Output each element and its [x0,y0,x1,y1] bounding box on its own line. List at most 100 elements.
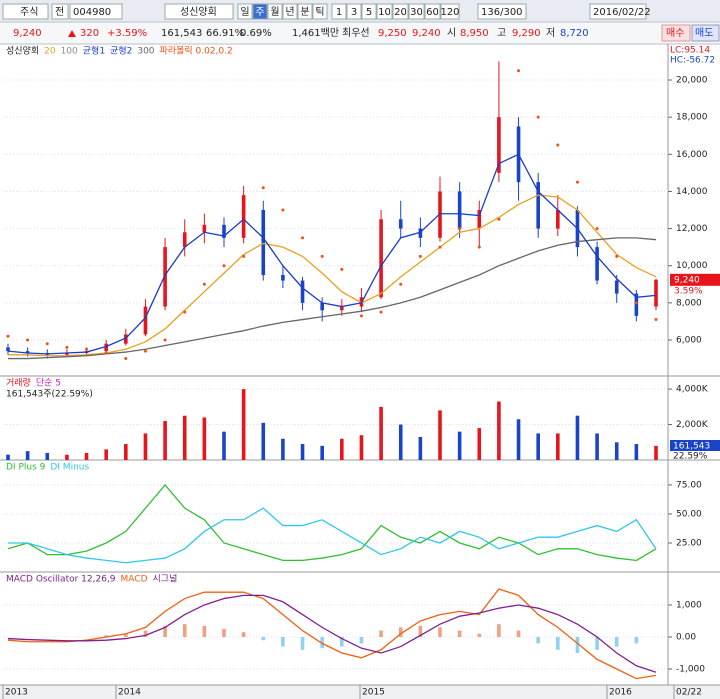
legend-entry: DI Minus [50,463,89,473]
period-label[interactable]: 월 [270,6,279,18]
volume-bar [281,438,285,460]
corner-label: LC:95.14 [670,46,710,56]
sar-dot [634,301,638,305]
candle-body [438,191,442,238]
period-label[interactable]: 일 [240,6,249,18]
oscillator-bar [143,630,148,637]
sar-dot [399,282,403,286]
date-input[interactable] [589,3,647,20]
candle-body [124,334,128,344]
up-arrow [68,30,76,37]
legend-entry: MACD Oscillator 12,26,9 [6,575,116,585]
code: 004980 [73,7,111,18]
candle-body [163,247,167,307]
period-button[interactable] [361,3,377,20]
period-button[interactable] [267,3,283,20]
candle-body [300,280,305,303]
low: 8,720 [560,28,589,39]
oscillator-bar [379,630,383,637]
code-input[interactable] [69,3,123,20]
period-label[interactable]: 120 [440,7,459,18]
sar-dot [477,245,481,249]
period-button[interactable] [312,3,328,20]
sell-button[interactable] [691,24,720,42]
oscillator-bar [320,636,324,649]
candle-body [104,343,108,352]
series-line [8,194,657,357]
volume-bar [438,410,442,460]
period-button[interactable] [297,3,313,20]
stock-name: 성신양회 [180,6,217,18]
period-label[interactable]: 5 [366,7,372,18]
oscillator-bar [163,625,167,637]
sell[interactable]: 매도 [695,27,713,39]
y-tick-label: 2,000K [676,420,709,430]
period-button[interactable] [331,3,347,20]
period-button[interactable] [346,3,362,20]
period-button[interactable] [252,3,268,20]
candle-body [340,306,344,311]
market-select[interactable] [2,3,49,20]
period-button[interactable] [440,3,460,20]
sar-dot [438,245,442,249]
period-label[interactable]: 분 [300,6,309,18]
sar-dot [45,342,49,346]
ask: 9,250 [378,28,407,39]
panel-subtitle: 161,543주(22.59%) [6,389,93,400]
period-button[interactable] [376,3,393,20]
y-tick-label: 12,000 [676,224,708,234]
legend-entry: 균형2 [110,46,132,57]
period-label[interactable]: 10 [378,7,391,18]
period-label[interactable]: 3 [351,7,357,18]
period-label[interactable]: 주 [255,7,264,18]
x-tick-label: 2014 [118,688,141,698]
period-button[interactable] [408,3,425,20]
volume-bar [202,417,207,460]
period-label[interactable]: 60 [426,7,439,18]
count-input[interactable] [477,3,527,20]
period-label[interactable]: 30 [410,7,423,18]
period-button[interactable] [282,3,298,20]
period-button[interactable] [424,3,441,20]
candle-body [182,232,187,248]
volume-bar [398,424,403,460]
oscillator-bar [104,635,108,637]
legend-entry: DI Plus 9 [6,463,46,473]
candle-body [497,117,501,173]
oscillator-bar [261,636,266,641]
legend-entry: 거래량 [6,377,31,389]
sar-dot [143,349,147,353]
y-tick-label: 1,000 [676,600,702,610]
oscillator-bar [300,636,305,650]
period-label[interactable]: 년 [285,6,294,18]
sar-dot [65,345,69,349]
info-bar [0,22,720,44]
candle-body [241,195,246,238]
period-label[interactable]: 틱 [315,6,324,18]
volume-bar [457,431,462,460]
x-tick-label: 2015 [362,688,385,698]
series-line [7,594,657,673]
period-label[interactable]: 20 [394,7,407,18]
name-input[interactable] [164,3,234,20]
legend-entry: 단순 5 [36,378,61,389]
legend-entry: 시그널 [153,574,178,585]
buy[interactable]: 매수 [666,27,684,39]
period-label[interactable]: 1 [336,7,342,18]
sar-dot [320,254,324,258]
change-rate: +3.59% [107,28,147,39]
oscillator-bar [398,627,403,637]
volume-bar [104,449,108,460]
period-button[interactable] [392,3,409,20]
legend-entry: 300 [137,47,154,57]
volume-bar [163,421,167,460]
buy-button[interactable] [661,24,691,42]
y-tick-label: 20,000 [676,76,708,86]
y-tick-label: 14,000 [676,187,708,197]
period-button[interactable] [237,3,253,20]
sar-dot [104,351,108,355]
sar-dot [281,208,285,212]
amount: 1,461백만 [292,27,339,39]
scope-select[interactable] [51,3,69,20]
